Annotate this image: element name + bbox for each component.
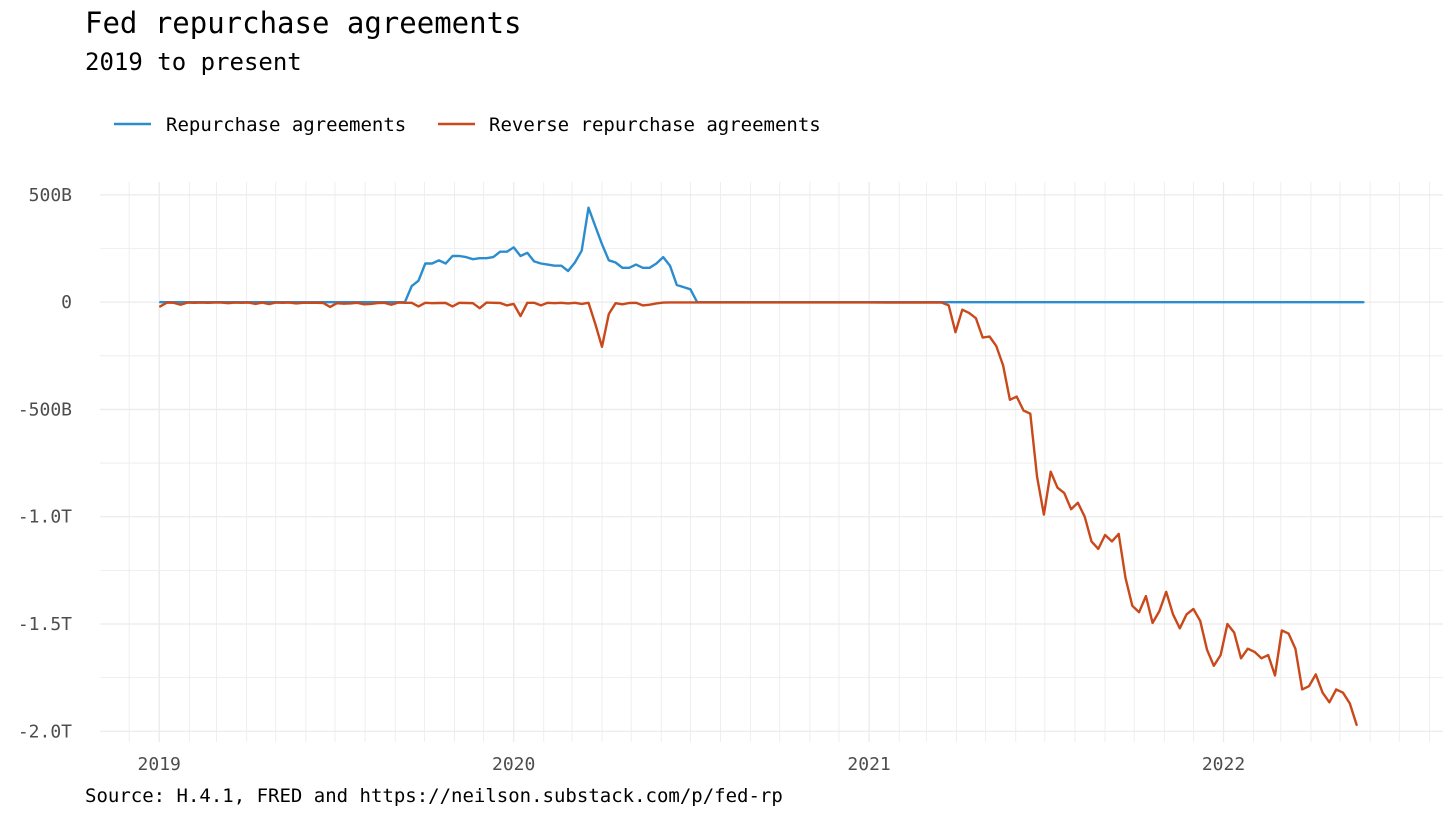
x-tick-label: 2021 [847, 754, 890, 775]
chart-title: Fed repurchase agreements [85, 6, 522, 40]
y-tick-label: -2.0T [18, 721, 72, 742]
y-tick-label: -1.5T [18, 614, 72, 635]
y-tick-label: 500B [29, 185, 72, 206]
source-caption: Source: H.4.1, FRED and https://neilson.… [85, 785, 783, 807]
x-tick-label: 2022 [1202, 754, 1245, 775]
legend: Repurchase agreements Reverse repurchase… [114, 114, 821, 136]
series-line-repurchase [158, 206, 1365, 304]
x-axis: 2019 2020 2021 2022 [138, 754, 1246, 775]
series-lines [158, 206, 1365, 726]
y-axis: 500B 0 -500B -1.0T -1.5T -2.0T [18, 185, 72, 742]
series-line-reverse [158, 301, 1358, 726]
y-tick-label: -1.0T [18, 507, 72, 528]
y-tick-label: -500B [18, 399, 72, 420]
legend-label-reverse: Reverse repurchase agreements [489, 114, 821, 136]
x-tick-label: 2020 [492, 754, 535, 775]
y-tick-label: 0 [61, 292, 72, 313]
x-tick-label: 2019 [138, 754, 181, 775]
legend-label-repurchase: Repurchase agreements [166, 114, 406, 136]
chart-subtitle: 2019 to present [85, 48, 302, 76]
